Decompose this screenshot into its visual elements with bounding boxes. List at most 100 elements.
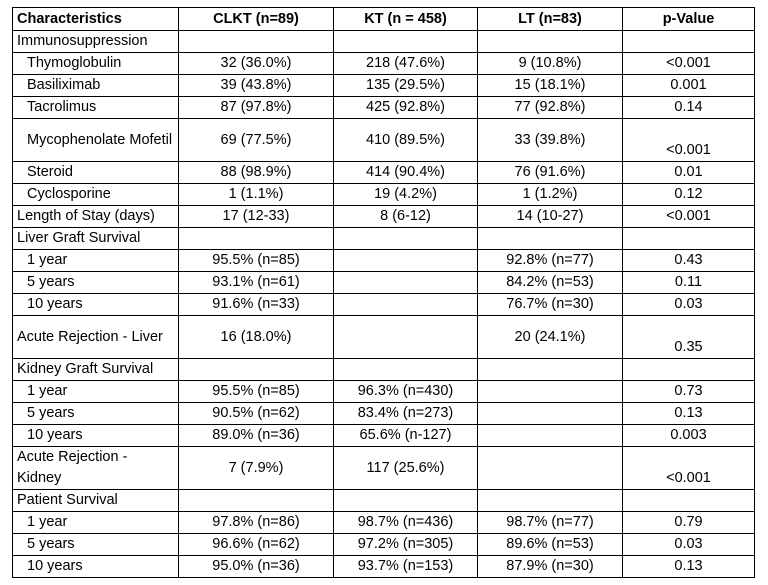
cell-kt: [334, 294, 478, 316]
cell-p-value: [623, 228, 755, 250]
cell-clkt: [179, 359, 334, 381]
cell-lt: [478, 447, 623, 490]
cell-kt: 218 (47.6%): [334, 53, 478, 75]
table-row: 5 years 96.6% (n=62) 97.2% (n=305) 89.6% (n…: [13, 534, 755, 556]
cell-lt: 89.6% (n=53): [478, 534, 623, 556]
cell-p-value: 0.14: [623, 97, 755, 119]
cell-p-value: 0.001: [623, 75, 755, 97]
cell-p-value: [623, 359, 755, 381]
cell-lt: 84.2% (n=53): [478, 272, 623, 294]
table-row: Liver Graft Survival: [13, 228, 755, 250]
table-row: 1 year 95.5% (n=85) 96.3% (n=430) 0.73: [13, 381, 755, 403]
cell-p-value: 0.43: [623, 250, 755, 272]
table-row: 1 year 95.5% (n=85) 92.8% (n=77) 0.43: [13, 250, 755, 272]
row-label: 10 years: [13, 556, 179, 578]
cell-kt: 135 (29.5%): [334, 75, 478, 97]
row-label: Kidney Graft Survival: [13, 359, 179, 381]
cell-p-value: 0.003: [623, 425, 755, 447]
cell-kt: 117 (25.6%): [334, 447, 478, 490]
cell-clkt: 1 (1.1%): [179, 184, 334, 206]
cell-kt: [334, 490, 478, 512]
cell-lt: [478, 425, 623, 447]
header-kt: KT (n = 458): [334, 8, 478, 31]
cell-p-value: 0.12: [623, 184, 755, 206]
table-row: Immunosuppression: [13, 31, 755, 53]
table-row: 5 years 93.1% (n=61) 84.2% (n=53) 0.11: [13, 272, 755, 294]
table-row: 10 years 95.0% (n=36) 93.7% (n=153) 87.9% (…: [13, 556, 755, 578]
table-row: 1 year 97.8% (n=86) 98.7% (n=436) 98.7% (n=…: [13, 512, 755, 534]
cell-p-value: 0.03: [623, 294, 755, 316]
row-label: Liver Graft Survival: [13, 228, 179, 250]
table-row: Acute Rejection - Liver 16 (18.0%) 20 (24.…: [13, 316, 755, 359]
cell-lt: 76.7% (n=30): [478, 294, 623, 316]
table-row: Kidney Graft Survival: [13, 359, 755, 381]
cell-p-value: 0.01: [623, 162, 755, 184]
row-label: 10 years: [13, 294, 179, 316]
cell-lt: [478, 31, 623, 53]
cell-lt: 33 (39.8%): [478, 119, 623, 162]
cell-clkt: 96.6% (n=62): [179, 534, 334, 556]
header-lt: LT (n=83): [478, 8, 623, 31]
cell-kt: [334, 228, 478, 250]
cell-clkt: 39 (43.8%): [179, 75, 334, 97]
cell-kt: [334, 316, 478, 359]
header-p-value: p-Value: [623, 8, 755, 31]
cell-lt: [478, 359, 623, 381]
cell-lt: 77 (92.8%): [478, 97, 623, 119]
table-row: Patient Survival: [13, 490, 755, 512]
table-row: Cyclosporine 1 (1.1%) 19 (4.2%) 1 (1.2%) 0.1…: [13, 184, 755, 206]
cell-p-value: 0.11: [623, 272, 755, 294]
cell-p-value: <0.001: [623, 206, 755, 228]
cell-lt: 1 (1.2%): [478, 184, 623, 206]
row-label: 5 years: [13, 534, 179, 556]
row-label: 1 year: [13, 250, 179, 272]
cell-kt: 96.3% (n=430): [334, 381, 478, 403]
cell-p-value: <0.001: [623, 53, 755, 75]
cell-lt: 9 (10.8%): [478, 53, 623, 75]
cell-kt: 8 (6-12): [334, 206, 478, 228]
cell-clkt: 95.5% (n=85): [179, 381, 334, 403]
table-header-row: Characteristics CLKT (n=89) KT (n = 458)…: [13, 8, 755, 31]
cell-clkt: 90.5% (n=62): [179, 403, 334, 425]
table-row: Thymoglobulin 32 (36.0%) 218 (47.6%) 9 (10.…: [13, 53, 755, 75]
row-label: Acute Rejection - Kidney: [13, 447, 179, 490]
cell-p-value: 0.13: [623, 556, 755, 578]
cell-kt: 410 (89.5%): [334, 119, 478, 162]
cell-lt: 20 (24.1%): [478, 316, 623, 359]
cell-p-value: 0.13: [623, 403, 755, 425]
row-label: 1 year: [13, 381, 179, 403]
cell-clkt: [179, 31, 334, 53]
cell-clkt: [179, 490, 334, 512]
cell-p-value: 0.79: [623, 512, 755, 534]
cell-kt: 83.4% (n=273): [334, 403, 478, 425]
cell-kt: [334, 250, 478, 272]
cell-kt: [334, 272, 478, 294]
cell-clkt: 88 (98.9%): [179, 162, 334, 184]
cell-p-value: [623, 490, 755, 512]
row-label: Cyclosporine: [13, 184, 179, 206]
row-label: 5 years: [13, 403, 179, 425]
cell-p-value: 0.03: [623, 534, 755, 556]
row-label: Tacrolimus: [13, 97, 179, 119]
table-container: Characteristics CLKT (n=89) KT (n = 458)…: [12, 7, 755, 578]
cell-clkt: [179, 228, 334, 250]
cell-kt: 97.2% (n=305): [334, 534, 478, 556]
row-label: Immunosuppression: [13, 31, 179, 53]
cell-p-value: 0.35: [623, 316, 755, 359]
row-label: 1 year: [13, 512, 179, 534]
table-row: 10 years 91.6% (n=33) 76.7% (n=30) 0.03: [13, 294, 755, 316]
cell-kt: 65.6% (n-127): [334, 425, 478, 447]
cell-clkt: 89.0% (n=36): [179, 425, 334, 447]
cell-kt: [334, 31, 478, 53]
cell-clkt: 32 (36.0%): [179, 53, 334, 75]
cell-p-value: 0.73: [623, 381, 755, 403]
cell-clkt: 16 (18.0%): [179, 316, 334, 359]
cell-kt: 98.7% (n=436): [334, 512, 478, 534]
table-row: Steroid 88 (98.9%) 414 (90.4%) 76 (91.6%) 0.…: [13, 162, 755, 184]
table-row: 5 years 90.5% (n=62) 83.4% (n=273) 0.13: [13, 403, 755, 425]
cell-clkt: 95.5% (n=85): [179, 250, 334, 272]
cell-lt: 76 (91.6%): [478, 162, 623, 184]
cell-clkt: 69 (77.5%): [179, 119, 334, 162]
cell-clkt: 91.6% (n=33): [179, 294, 334, 316]
table-row: Length of Stay (days) 17 (12-33) 8 (6-12) 1…: [13, 206, 755, 228]
